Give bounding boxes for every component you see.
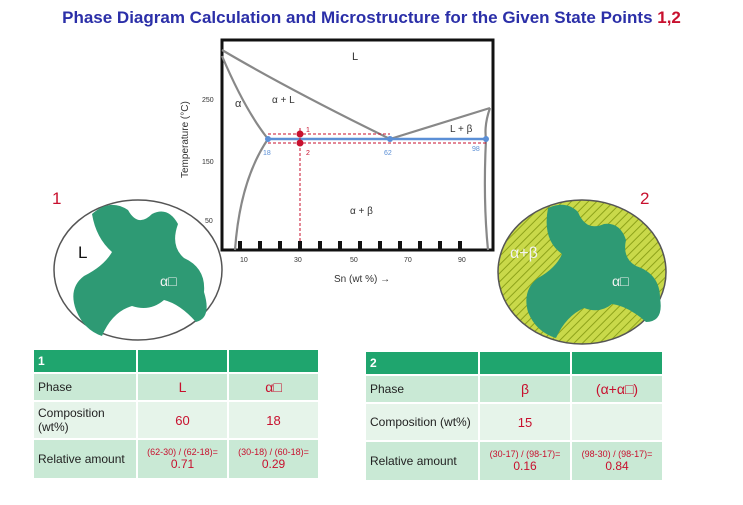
x-tick-70: 70	[404, 257, 412, 264]
composition-1: 60	[137, 400, 229, 439]
table-1: 1 Phase L α□ Composition (wt%) 60 18 Rel…	[34, 350, 320, 478]
table-row: Relative amount (30-17) / (98-17)= 0.16 (…	[366, 440, 664, 480]
table-row: Composition (wt%) 60 18	[34, 400, 320, 439]
row-label: Composition (wt%)	[34, 400, 138, 439]
x-tick-10: 10	[240, 257, 248, 264]
micro1-number: 1	[52, 189, 61, 208]
region-L: L	[352, 51, 358, 63]
x-tick-30: 30	[294, 257, 302, 264]
phase-2: α□	[228, 372, 320, 401]
table-row: Composition (wt%) 15	[366, 402, 664, 441]
row-label: Phase	[34, 372, 138, 401]
title-text: Phase Diagram Calculation and Microstruc…	[62, 8, 658, 27]
row-label: Phase	[366, 374, 480, 403]
region-alpha-L: α + L	[272, 95, 295, 106]
region-alpha-beta: α + β	[350, 206, 373, 217]
formula: (62-30) / (62-18)=	[147, 447, 218, 457]
table-2-header: 2	[366, 352, 664, 375]
x-ticks	[238, 241, 462, 250]
value: 0.16	[513, 459, 537, 473]
amount-2: (98-30) / (98-17)= 0.84	[571, 440, 664, 480]
formula: (30-18) / (60-18)=	[238, 447, 309, 457]
value: 0.84	[605, 459, 629, 473]
phase-2: (α+α□)	[571, 374, 664, 403]
micro1-alpha-grain	[73, 204, 207, 336]
table-row: Relative amount (62-30) / (62-18)= 0.71 (…	[34, 438, 320, 478]
row-label: Relative amount	[366, 440, 480, 480]
diagram-frame	[220, 38, 495, 252]
solvus-left	[233, 138, 269, 251]
row-label: Relative amount	[34, 438, 138, 478]
micro2-solid-label: α□	[612, 273, 629, 289]
table-row: Phase β (α+α□)	[366, 374, 664, 403]
y-tick-50: 50	[205, 218, 213, 225]
x-axis-label: Sn (wt %) →	[334, 274, 390, 285]
amount-1: (30-17) / (98-17)= 0.16	[479, 440, 572, 480]
point-label-2: 2	[306, 150, 310, 157]
phase-1: β	[479, 374, 572, 403]
liquidus-right	[389, 106, 491, 141]
table-2: 2 Phase β (α+α□) Composition (wt%) 15 Re…	[366, 352, 664, 480]
solvus-right	[483, 138, 490, 251]
table-2-number: 2	[366, 352, 480, 375]
micro2-alpha-grain	[526, 204, 661, 338]
comp-label-62: 62	[384, 150, 392, 157]
page-title: Phase Diagram Calculation and Microstruc…	[0, 8, 743, 28]
y-tick-250: 250	[202, 97, 214, 104]
micro1-liquid-label: L	[78, 243, 87, 262]
amount-1: (62-30) / (62-18)= 0.71	[137, 438, 229, 478]
comp-label-18: 18	[263, 150, 271, 157]
composition-2	[571, 402, 664, 441]
formula: (98-30) / (98-17)=	[581, 449, 653, 459]
x-tick-90: 90	[458, 257, 466, 264]
phase-1: L	[137, 372, 229, 401]
dashed-guides	[268, 128, 486, 250]
value: 0.29	[261, 457, 286, 471]
formula: (30-17) / (98-17)=	[489, 449, 561, 459]
micro2-mix-label: α+β	[510, 245, 538, 262]
table-1-number: 1	[34, 350, 138, 373]
y-axis-label: Temperature (°C)	[180, 101, 191, 178]
table-row: Phase L α□	[34, 372, 320, 401]
liquidus-left	[221, 49, 391, 140]
table-1-header: 1	[34, 350, 320, 373]
row-label: Composition (wt%)	[366, 402, 480, 441]
composition-2: 18	[228, 400, 320, 439]
eutectic-point	[387, 136, 393, 142]
micro1-solid-label: α□	[160, 273, 177, 289]
solidus-left	[220, 55, 269, 140]
comp-label-98: 98	[472, 146, 480, 153]
y-tick-150: 150	[202, 159, 214, 166]
amount-2: (30-18) / (60-18)= 0.29	[228, 438, 320, 478]
region-alpha: α	[235, 98, 242, 110]
value: 0.71	[170, 457, 195, 471]
region-L-beta: L + β	[450, 124, 473, 135]
state-point-1	[296, 130, 304, 138]
eutectic-point-right	[483, 136, 489, 142]
composition-1: 15	[479, 402, 572, 441]
micro2-number: 2	[640, 189, 649, 208]
point-label-1: 1	[306, 127, 310, 134]
eutectic-point-left	[265, 136, 271, 142]
title-points: 1,2	[657, 8, 681, 27]
state-point-2	[296, 139, 304, 147]
x-tick-50: 50	[350, 257, 358, 264]
